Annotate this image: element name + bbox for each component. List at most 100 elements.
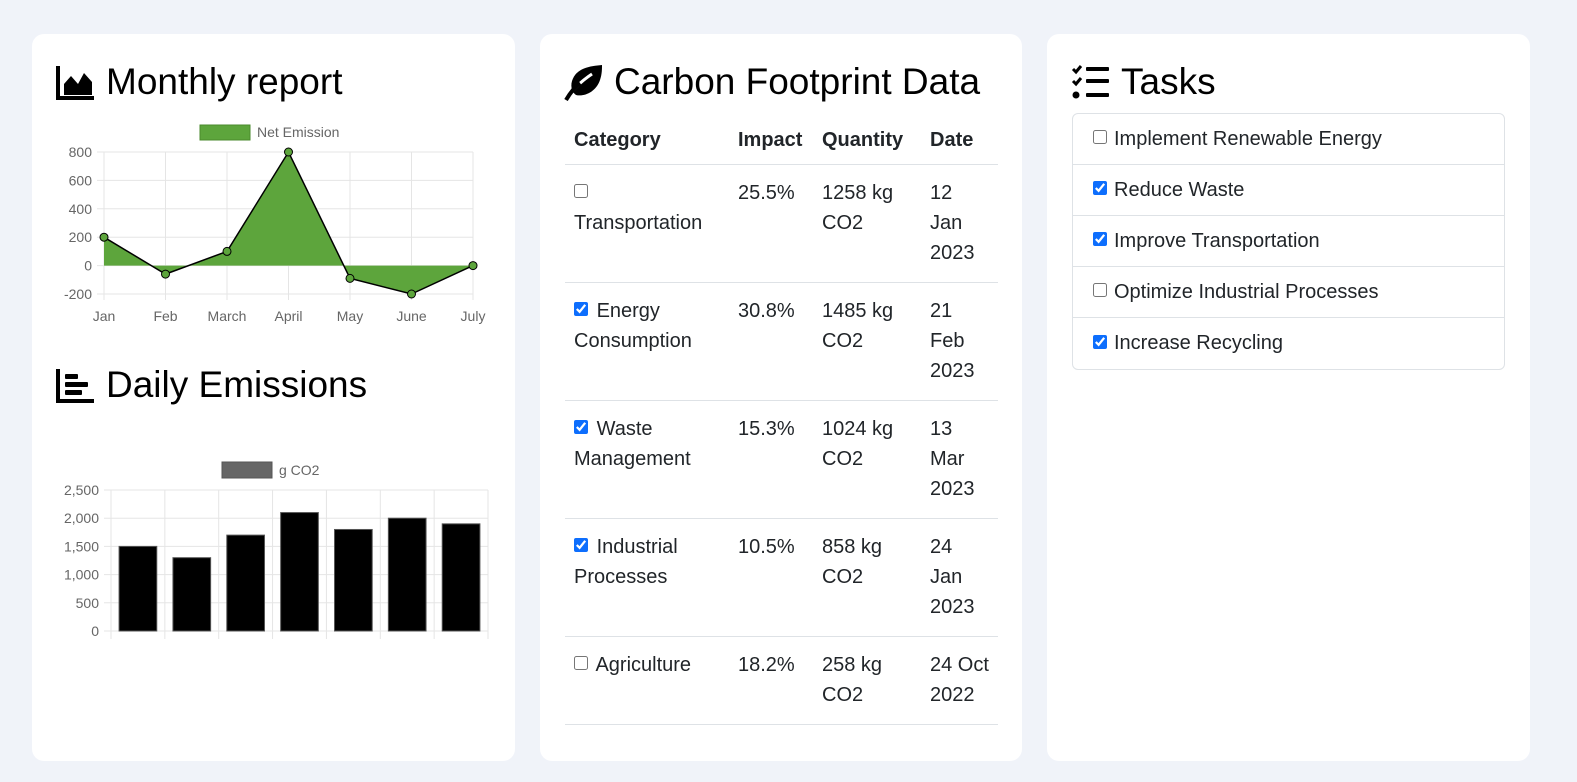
leaf-icon — [564, 64, 602, 101]
category-label: Transportation — [574, 212, 703, 234]
task-checkbox[interactable] — [1093, 283, 1107, 297]
row-checkbox[interactable] — [574, 420, 588, 434]
bar — [441, 523, 481, 632]
y-tick-label: 1,500 — [64, 538, 99, 554]
y-tick-label: 2,500 — [64, 482, 99, 498]
carbon-footprint-card: Carbon Footprint Data Category Impact Qu… — [540, 34, 1022, 761]
y-tick-label: -200 — [64, 286, 92, 302]
table-header-row: Category Impact Quantity Date — [565, 119, 998, 165]
x-tick-label: June — [396, 308, 427, 324]
x-tick-label: May — [337, 308, 363, 324]
row-checkbox[interactable] — [574, 656, 588, 670]
x-tick-label: Feb — [153, 308, 177, 324]
x-tick-label: April — [274, 308, 302, 324]
y-tick-label: 500 — [76, 595, 100, 611]
x-tick-label: Jan — [93, 308, 116, 324]
data-point — [345, 273, 355, 283]
column-header-category: Category — [565, 119, 729, 165]
area-fill — [104, 152, 473, 294]
category-label: Industrial Processes — [574, 536, 678, 588]
task-label: Optimize Industrial Processes — [1114, 280, 1379, 303]
row-checkbox[interactable] — [574, 184, 588, 198]
category-cell: Industrial Processes — [565, 518, 729, 637]
bar — [226, 534, 265, 632]
date-cell: 12 Jan 2023 — [921, 164, 998, 283]
area-chart-icon — [56, 65, 94, 100]
task-item[interactable]: Improve Transportation — [1073, 216, 1504, 267]
task-list-icon — [1071, 64, 1109, 98]
y-tick-label: 2,000 — [64, 510, 99, 526]
category-cell: Waste Management — [565, 400, 729, 519]
bar — [172, 557, 212, 632]
carbon-footprint-title-text: Carbon Footprint Data — [614, 61, 981, 102]
impact-cell: 30.8% — [729, 282, 813, 401]
impact-cell: 25.5% — [729, 164, 813, 283]
legend-swatch — [221, 461, 273, 479]
quantity-cell: 1485 kg CO2 — [813, 282, 921, 401]
y-tick-label: 0 — [91, 623, 99, 639]
data-point — [468, 261, 478, 271]
legend-swatch — [199, 124, 251, 141]
category-label: Agriculture — [595, 654, 692, 676]
category-label: Energy Consumption — [574, 300, 692, 352]
data-point — [99, 232, 109, 242]
monthly-report-title: Monthly report — [56, 61, 343, 103]
quantity-cell: 858 kg CO2 — [813, 518, 921, 637]
row-checkbox[interactable] — [574, 302, 588, 316]
y-tick-label: 200 — [69, 229, 93, 245]
carbon-footprint-table: Category Impact Quantity Date Transporta… — [565, 119, 998, 725]
date-cell: 21 Feb 2023 — [921, 282, 998, 401]
legend-label: g CO2 — [279, 462, 320, 478]
bar — [387, 517, 427, 632]
bar — [280, 512, 319, 632]
impact-cell: 15.3% — [729, 400, 813, 519]
x-tick-label: July — [461, 308, 486, 324]
category-cell: Agriculture — [565, 636, 729, 725]
task-checkbox[interactable] — [1093, 334, 1107, 349]
task-item[interactable]: Reduce Waste — [1073, 165, 1504, 216]
y-tick-label: 0 — [84, 258, 92, 274]
column-header-date: Date — [921, 119, 998, 165]
quantity-cell: 1258 kg CO2 — [813, 164, 921, 283]
carbon-footprint-title: Carbon Footprint Data — [564, 61, 980, 103]
task-checkbox[interactable] — [1093, 181, 1107, 195]
table-row: Agriculture 18.2% 258 kg CO2 24 Oct 2022 — [565, 636, 998, 725]
date-cell: 13 Mar 2023 — [921, 400, 998, 519]
x-tick-label: March — [208, 308, 247, 324]
data-point — [222, 246, 232, 256]
task-item[interactable]: Implement Renewable Energy — [1073, 114, 1504, 165]
task-label: Reduce Waste — [1114, 178, 1245, 201]
task-label: Increase Recycling — [1114, 332, 1283, 354]
tasks-title-text: Tasks — [1121, 61, 1216, 102]
table-row: Energy Consumption 30.8% 1485 kg CO2 21 … — [565, 282, 998, 401]
table-row: Waste Management 15.3% 1024 kg CO2 13 Ma… — [565, 400, 998, 519]
column-header-impact: Impact — [729, 119, 813, 165]
monthly-report-title-text: Monthly report — [106, 61, 343, 102]
table-row: Industrial Processes 10.5% 858 kg CO2 24… — [565, 518, 998, 637]
bar — [118, 545, 158, 632]
quantity-cell: 258 kg CO2 — [813, 636, 921, 725]
task-checkbox[interactable] — [1093, 130, 1107, 144]
data-point — [284, 147, 293, 157]
tasks-card: Tasks Implement Renewable Energy Reduce … — [1047, 34, 1530, 761]
category-label: Waste Management — [574, 418, 691, 470]
impact-cell: 18.2% — [729, 636, 813, 725]
task-checkbox[interactable] — [1093, 232, 1107, 246]
task-item[interactable]: Optimize Industrial Processes — [1073, 267, 1504, 318]
impact-cell: 10.5% — [729, 518, 813, 637]
row-checkbox[interactable] — [574, 538, 588, 552]
tasks-title: Tasks — [1071, 61, 1216, 103]
data-point — [407, 289, 416, 299]
bar-chart-icon — [56, 368, 94, 403]
monthly-report-card: Monthly report Net Emission 800 600 400 200 0… — [32, 34, 515, 761]
column-header-quantity: Quantity — [813, 119, 921, 165]
task-item[interactable]: Increase Recycling — [1073, 318, 1504, 369]
task-list: Implement Renewable Energy Reduce Waste … — [1072, 113, 1505, 370]
legend-label: Net Emission — [257, 124, 339, 140]
y-tick-label: 800 — [69, 144, 93, 160]
date-cell: 24 Oct 2022 — [921, 636, 998, 725]
task-label: Implement Renewable Energy — [1114, 127, 1382, 150]
y-tick-label: 1,000 — [64, 567, 99, 583]
category-cell: Transportation — [565, 164, 729, 283]
